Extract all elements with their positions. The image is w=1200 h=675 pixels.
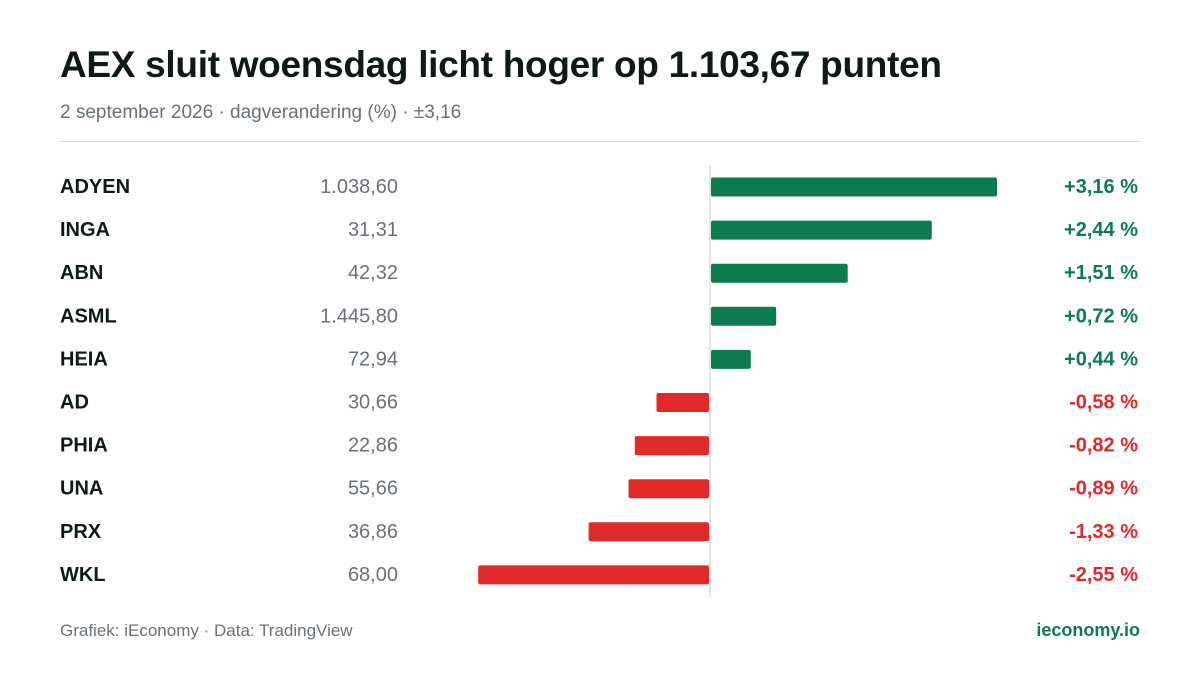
footer-credit: Grafiek: iEconomy · Data: TradingView [60,621,353,640]
ticker-label: UNA [60,478,103,500]
change-label: +3,16 % [1064,176,1138,198]
ticker-label: ASML [60,305,117,327]
price-label: 1.038,60 [320,176,398,198]
price-label: 22,86 [348,435,398,457]
ticker-label: PHIA [60,435,108,457]
ticker-label: HEIA [60,348,108,370]
bar-row-wkl: WKL 68,00 -2,55 % [60,564,1138,586]
footer-brand-link[interactable]: ieconomy.io [1036,620,1140,640]
price-label: 36,86 [348,521,398,543]
bar-row-ad: AD 30,66 -0,58 % [60,392,1138,414]
bar-row-una: UNA 55,66 -0,89 % [60,478,1138,500]
bar-row-heia: HEIA 72,94 +0,44 % [60,348,1138,370]
bar-row-abn: ABN 42,32 +1,51 % [60,262,1138,284]
bar-row-adyen: ADYEN 1.038,60 +3,16 % [60,176,1138,198]
price-label: 1.445,80 [320,305,398,327]
bar [711,349,751,369]
bar-row-prx: PRX 36,86 -1,33 % [60,521,1138,543]
ticker-label: ADYEN [60,176,130,198]
price-label: 31,31 [348,219,398,241]
price-label: 68,00 [348,564,398,586]
bar [711,220,932,240]
bar [656,393,709,412]
change-label: +2,44 % [1064,219,1138,241]
bar-row-phia: PHIA 22,86 -0,82 % [60,435,1138,457]
ticker-label: AD [60,392,89,414]
header-divider [60,141,1140,142]
ticker-label: PRX [60,521,102,543]
change-label: -0,82 % [1069,435,1138,457]
bar [478,565,709,585]
chart-title: AEX sluit woensdag licht hoger op 1.103,… [60,44,942,85]
ticker-label: WKL [60,564,106,586]
price-label: 42,32 [348,262,398,284]
change-label: +0,44 % [1064,348,1138,370]
bar [711,306,777,326]
bar [634,436,709,456]
change-label: -2,55 % [1069,564,1138,586]
change-label: -1,33 % [1069,521,1138,543]
chart-subtitle: 2 september 2026 · dagverandering (%) · … [60,102,462,123]
change-label: +0,72 % [1064,305,1138,327]
bar [711,177,997,197]
bar [588,522,709,542]
change-label: -0,58 % [1069,392,1138,414]
bar [628,479,709,499]
price-label: 55,66 [348,478,398,500]
ticker-label: ABN [60,262,103,284]
change-label: -0,89 % [1069,478,1138,500]
price-label: 30,66 [348,392,398,414]
change-label: +1,51 % [1064,262,1138,284]
price-label: 72,94 [348,348,398,370]
ticker-label: INGA [60,219,110,241]
bar-row-inga: INGA 31,31 +2,44 % [60,219,1138,241]
bar-row-asml: ASML 1.445,80 +0,72 % [60,305,1138,327]
bar [711,263,848,283]
